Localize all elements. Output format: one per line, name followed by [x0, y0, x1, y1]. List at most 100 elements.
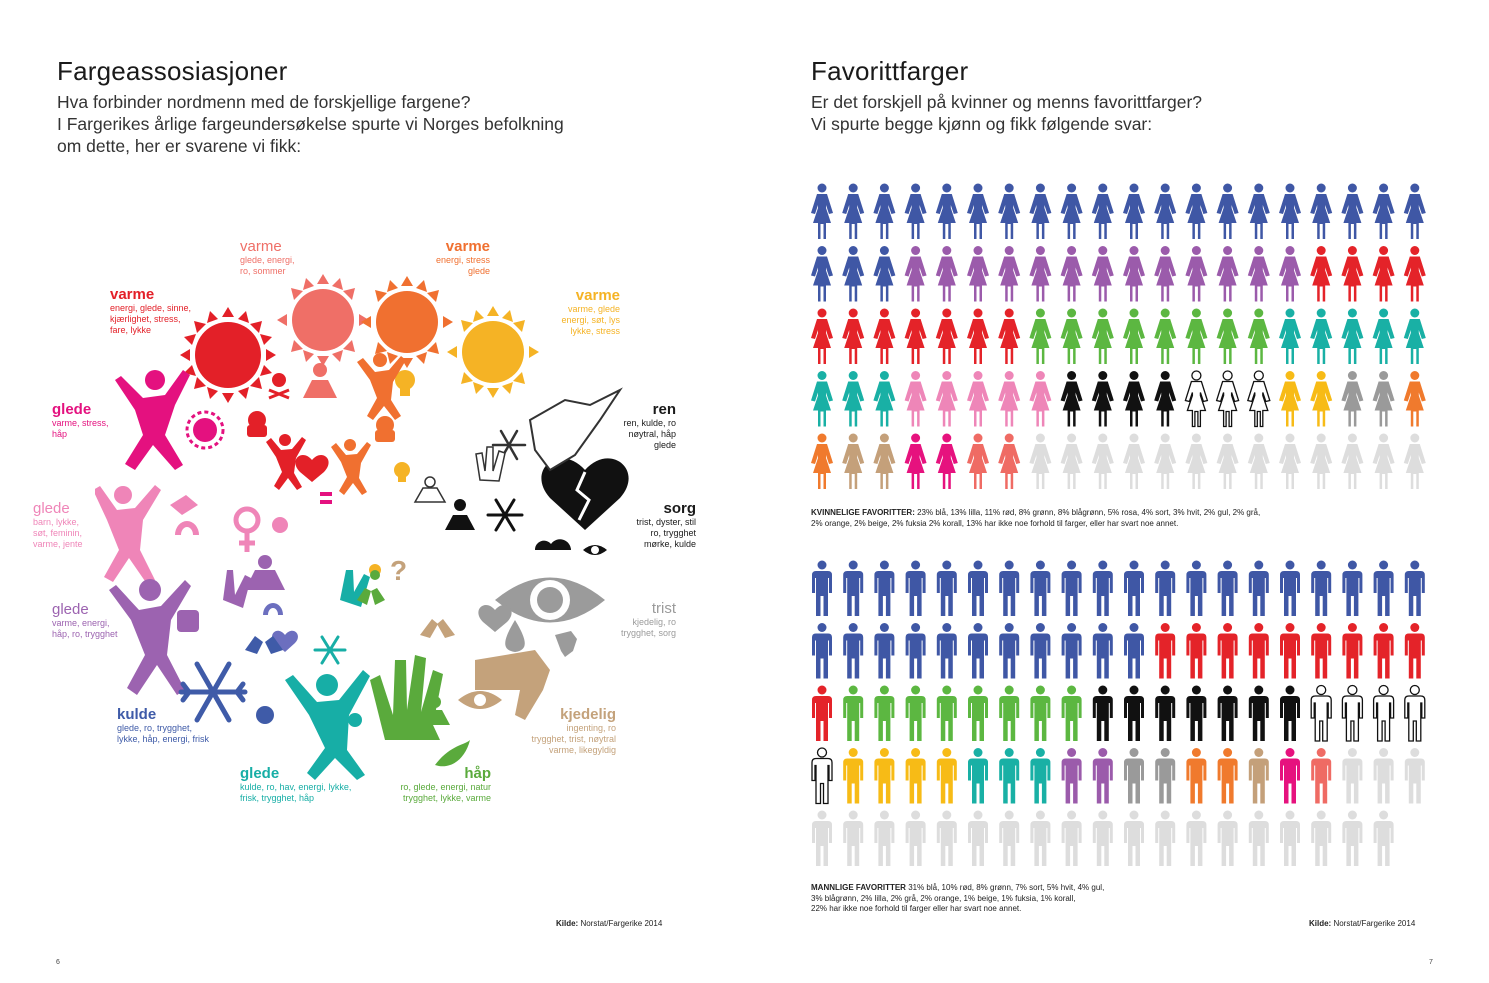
assoc-desc: søt, feminin, — [33, 528, 83, 538]
jumping-person-icon — [285, 670, 370, 780]
leaf-icon — [435, 740, 470, 767]
hands-icon — [357, 588, 385, 605]
man-figure-icon — [1311, 810, 1332, 866]
woman-figure-icon — [1060, 371, 1083, 427]
woman-figure-icon — [1091, 433, 1114, 489]
man-figure-icon — [1248, 560, 1269, 616]
woman-figure-icon — [842, 433, 865, 489]
man-figure-icon — [936, 560, 957, 616]
woman-figure-icon — [1403, 308, 1426, 364]
skull-crossbones-icon — [268, 373, 290, 400]
man-figure-icon — [1404, 560, 1425, 616]
intro-line: om dette, her er svarene vi fikk: — [57, 136, 302, 156]
man-figure-icon — [1404, 684, 1426, 742]
woman-figure-icon — [1060, 183, 1083, 239]
man-figure-icon — [874, 810, 895, 866]
woman-figure-icon — [1091, 308, 1114, 364]
woman-figure-icon — [873, 246, 896, 302]
man-figure-icon — [874, 685, 895, 741]
assoc-desc: ro, trygghet — [650, 528, 696, 538]
man-figure-icon — [936, 810, 957, 866]
woman-figure-icon — [811, 183, 833, 239]
assoc-title: varme — [110, 286, 155, 303]
man-figure-icon — [1124, 810, 1144, 866]
woman-figure-icon — [1154, 246, 1177, 302]
assoc-label-glede-purple: glede varme, energi, håp, ro, trygghet — [52, 602, 118, 640]
man-figure-icon — [812, 685, 832, 741]
woman-figure-icon — [998, 183, 1021, 239]
woman-figure-icon — [1372, 246, 1395, 302]
woman-figure-icon — [873, 183, 896, 239]
man-figure-icon — [1342, 560, 1363, 616]
assoc-desc: energi, søt, lys — [561, 315, 620, 325]
man-figure-icon — [968, 685, 988, 741]
assoc-title: varme — [445, 238, 490, 255]
man-figure-icon — [1280, 685, 1300, 741]
woman-figure-icon — [1341, 308, 1364, 364]
assoc-desc: frisk, trygghet, håp — [240, 793, 315, 803]
man-figure-icon — [999, 560, 1020, 616]
man-figure-icon — [1124, 560, 1144, 616]
page-number: 7 — [1429, 959, 1433, 966]
man-figure-icon — [1030, 748, 1051, 804]
flower-icon — [272, 517, 288, 533]
man-figure-icon — [999, 623, 1020, 679]
assoc-desc: trygghet, lykke, varme — [402, 793, 491, 803]
woman-figure-icon — [935, 308, 958, 364]
woman-figure-icon — [1372, 308, 1395, 364]
hands-icon — [420, 619, 455, 638]
woman-figure-icon — [842, 183, 865, 239]
man-figure-icon — [1217, 623, 1238, 679]
assoc-desc: kulde, ro, hav, energi, lykke, — [240, 782, 352, 792]
man-figure-icon — [999, 810, 1020, 866]
woman-figure-icon — [1091, 246, 1114, 302]
woman-figure-icon — [935, 433, 958, 489]
man-figure-icon — [1061, 560, 1082, 616]
man-figure-icon — [1092, 748, 1113, 804]
female-symbol-icon — [233, 506, 261, 552]
woman-figure-icon — [967, 433, 989, 489]
man-figure-icon — [1310, 684, 1332, 742]
intro-text: Er det forskjell på kvinner og menns fav… — [811, 91, 1202, 135]
woman-figure-icon — [842, 371, 865, 427]
caption-text: 2% orange, 2% beige, 2% fuksia 2% korall… — [811, 518, 1179, 528]
woman-figure-icon — [998, 433, 1021, 489]
woman-figure-icon — [1341, 433, 1364, 489]
heart-icon — [295, 455, 329, 482]
man-figure-icon — [1373, 560, 1394, 616]
assoc-desc: lykke, håp, energi, frisk — [117, 734, 210, 744]
broken-heart-icon — [541, 458, 629, 530]
woman-figure-icon — [1029, 371, 1052, 427]
assoc-desc: ingenting, ro — [566, 723, 616, 733]
woman-figure-icon — [1310, 246, 1333, 302]
man-figure-icon — [1061, 685, 1082, 741]
assoc-desc: varme, energi, — [52, 618, 110, 628]
assoc-title: glede — [33, 500, 70, 517]
woman-figure-icon — [1060, 433, 1083, 489]
sun-icon — [185, 410, 225, 450]
man-figure-icon — [1186, 748, 1207, 804]
sun-icon — [180, 307, 276, 403]
assoc-desc: varme, likegyldig — [548, 745, 616, 755]
sun-icon — [370, 570, 380, 580]
assoc-desc: energi, glede, sinne, — [110, 303, 192, 313]
man-figure-icon — [1217, 810, 1238, 866]
woman-figure-icon — [1060, 246, 1083, 302]
assoc-desc: barn, lykke, — [33, 517, 80, 527]
man-figure-icon — [1124, 748, 1144, 804]
caption-text: 31% blå, 10% rød, 8% grønn, 7% sort, 5% … — [905, 883, 1105, 892]
man-figure-icon — [1311, 560, 1332, 616]
men-favorite-colors-pictogram — [811, 560, 1426, 866]
man-figure-icon — [905, 685, 926, 741]
woman-figure-icon — [1060, 308, 1083, 364]
assoc-desc: varme, jente — [33, 539, 83, 549]
assoc-desc: nøytral, håp — [628, 429, 676, 439]
man-figure-icon — [999, 685, 1020, 741]
man-figure-icon — [968, 623, 988, 679]
woman-figure-icon — [1403, 433, 1426, 489]
man-figure-icon — [1155, 623, 1176, 679]
man-figure-icon — [1217, 748, 1238, 804]
woman-figure-icon — [1216, 308, 1239, 364]
woman-figure-icon — [967, 246, 989, 302]
woman-figure-icon — [1154, 308, 1177, 364]
